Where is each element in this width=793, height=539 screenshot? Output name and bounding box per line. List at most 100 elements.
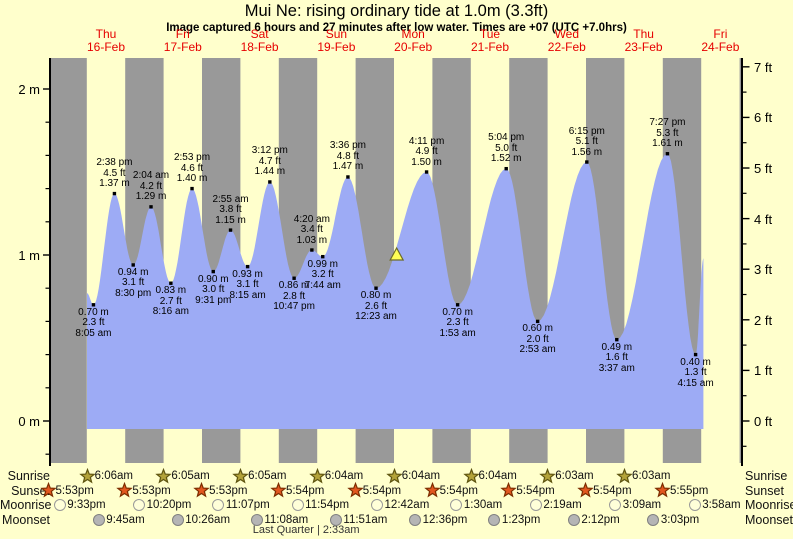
astro-row-label-moonset: Moonset: [2, 512, 50, 527]
sunrise-icon: [539, 467, 556, 490]
tide-extreme-label-line: 0.99 m: [307, 258, 339, 270]
moon-phase-text: Last Quarter | 2:33am: [252, 524, 360, 536]
tide-extreme-dot: [693, 352, 698, 357]
left-axis-tick-label: 1 m: [18, 248, 40, 263]
tide-extreme-label-line: 1.37 m: [99, 178, 130, 190]
tide-extreme-dot: [535, 319, 540, 324]
tide-extreme-label-low: 0.60 m 2.0 ft 2:53 am: [520, 324, 556, 356]
tide-extreme-dot: [245, 264, 250, 269]
tide-extreme-label-line: 0.93 m: [232, 268, 263, 280]
tide-extreme-label-line: 4:15 am: [677, 377, 714, 389]
tide-extreme-label-line: 0.49 m: [601, 341, 633, 353]
tide-extreme-label-line: 3.1 ft: [236, 279, 259, 291]
moonset-icon: [250, 513, 263, 526]
sunrise-time: 6:04am: [324, 470, 364, 482]
astro-row-label-sunset: Sunset: [11, 483, 50, 498]
tide-extreme-label-line: 4:20 am: [293, 213, 330, 225]
day-name: Tue: [479, 27, 501, 41]
tide-extreme-label-line: 3:36 pm: [329, 140, 366, 152]
tide-extreme-label-line: 2:55 am: [212, 193, 249, 205]
day-label: Mon 20-Feb: [394, 28, 432, 54]
tide-extreme-label-line: 7:44 am: [304, 279, 341, 291]
astro-row-label-moonrise: Moonrise: [0, 498, 52, 512]
tide-extreme-label-line: 7:27 pm: [649, 117, 686, 129]
astro-row-label-sunset-right: Sunset: [745, 483, 784, 498]
sunset-time: 5:53pm: [209, 484, 248, 497]
tide-extreme-label-line: 4.2 ft: [139, 180, 163, 192]
tide-extreme-dot: [346, 175, 350, 179]
tide-extreme-dot: [424, 170, 429, 174]
sunrise-time: 6:05am: [171, 470, 210, 482]
sunset-icon: [347, 481, 364, 504]
tide-extreme-label-line: 8:15 am: [229, 289, 266, 301]
tide-extreme-dot: [321, 254, 325, 259]
sunset-icon: [654, 481, 671, 504]
tide-extreme-label-line: 1.52 m: [490, 153, 522, 165]
tide-extreme-label-low: 0.90 m 3.0 ft 9:31 pm: [195, 274, 231, 307]
tide-extreme-label-line: 1.03 m: [296, 234, 328, 246]
chart-title: Mui Ne: rising ordinary tide at 1.0m (3.…: [244, 2, 549, 20]
day-name: Fri: [713, 27, 728, 41]
tide-extreme-dot: [504, 166, 508, 171]
tide-extreme-dot: [292, 276, 296, 280]
sunrise-time: 6:03am: [632, 470, 671, 482]
right-axis-tick-label: 5 ft: [754, 161, 773, 177]
tide-extreme-label-high: 2:55 am 3.8 ft 1.15 m: [212, 193, 249, 227]
tide-extreme-label-line: 2.0 ft: [526, 333, 549, 345]
tide-extreme-label-low: 0.40 m 1.3 ft 4:15 am: [677, 356, 714, 390]
tide-curve-area: [87, 153, 704, 429]
moonrise-icon: [450, 499, 463, 511]
tide-extreme-label-line: 1.15 m: [215, 214, 246, 226]
tide-extreme-label-line: 3:12 pm: [251, 145, 288, 157]
tide-extreme-label-line: 2.8 ft: [282, 290, 306, 302]
right-axis-tick-label: 2 ft: [754, 312, 773, 328]
right-axis-tick-label: 6 ft: [754, 110, 773, 126]
tide-extreme-label-line: 2.3 ft: [82, 317, 105, 329]
tide-extreme-label-high: 4:11 pm 4.9 ft 1.50 m: [409, 136, 444, 169]
tide-extreme-label-line: 4.9 ft: [415, 146, 438, 157]
tide-extreme-label-line: 6:15 pm: [568, 125, 605, 137]
astro-row-label-moonrise-right: Moonrise: [745, 498, 793, 512]
tide-extreme-label-low: 0.83 m 2.7 ft 8:16 am: [153, 286, 189, 318]
moonrise-icon: [291, 499, 304, 511]
sunset-icon: [193, 481, 210, 504]
moonset-icon: [647, 513, 660, 526]
tide-extreme-label-line: 3.0 ft: [202, 284, 225, 296]
tide-extreme-label-low: 0.94 m 3.1 ft 8:30 pm: [115, 267, 151, 300]
tide-extreme-dot: [455, 303, 460, 307]
day-date: 23-Feb: [624, 40, 663, 54]
tide-extreme-label-low: 0.86 m 2.8 ft 10:47 pm: [273, 281, 315, 313]
tide-extreme-label-line: 3.4 ft: [300, 224, 323, 236]
tide-extreme-dot: [665, 152, 670, 156]
moonset-time: 9:45am: [106, 513, 145, 526]
day-label: Wed 22-Feb: [548, 28, 586, 54]
chart-subtitle: Image captured 6 hours and 27 minutes af…: [166, 22, 627, 34]
moonset-icon: [171, 513, 184, 526]
sunset-time: 5:53pm: [132, 484, 171, 497]
tide-extreme-label-low: 0.93 m 3.1 ft 8:15 am: [229, 268, 266, 302]
tide-extreme-label-line: 4.7 ft: [258, 155, 281, 167]
sunrise-icon: [462, 467, 480, 490]
moonrise-time: 11:54pm: [305, 499, 350, 511]
tide-extreme-label-line: 5:04 pm: [488, 132, 525, 144]
tide-extreme-label-high: 3:12 pm 4.7 ft 1.44 m: [252, 146, 288, 178]
sunrise-time: 6:04am: [401, 470, 441, 482]
moonrise-time: 11:07pm: [225, 499, 270, 511]
sunrise-time: 6:04am: [478, 470, 517, 482]
moonset-time: 2:12pm: [581, 513, 620, 526]
day-name: Sat: [250, 27, 269, 41]
moonrise-time: 2:19am: [543, 499, 582, 511]
tide-extreme-label-line: 1.40 m: [176, 173, 208, 185]
sunset-time: 5:54pm: [516, 484, 555, 497]
sunrise-icon: [78, 467, 96, 490]
tide-extreme-label-line: 0.40 m: [680, 356, 711, 368]
tide-extreme-dot: [615, 337, 619, 342]
moonrise-time: 10:20pm: [146, 499, 192, 511]
tide-extreme-label-high: 2:53 pm 4.6 ft 1.40 m: [174, 153, 210, 185]
tide-extreme-label-line: 2:53 am: [519, 344, 556, 356]
tide-extreme-label-line: 5.3 ft: [656, 127, 679, 139]
tide-extreme-label-line: 1.29 m: [135, 191, 167, 203]
sunrise-icon: [616, 467, 633, 490]
tide-extreme-label-line: 1:53 am: [439, 327, 476, 339]
